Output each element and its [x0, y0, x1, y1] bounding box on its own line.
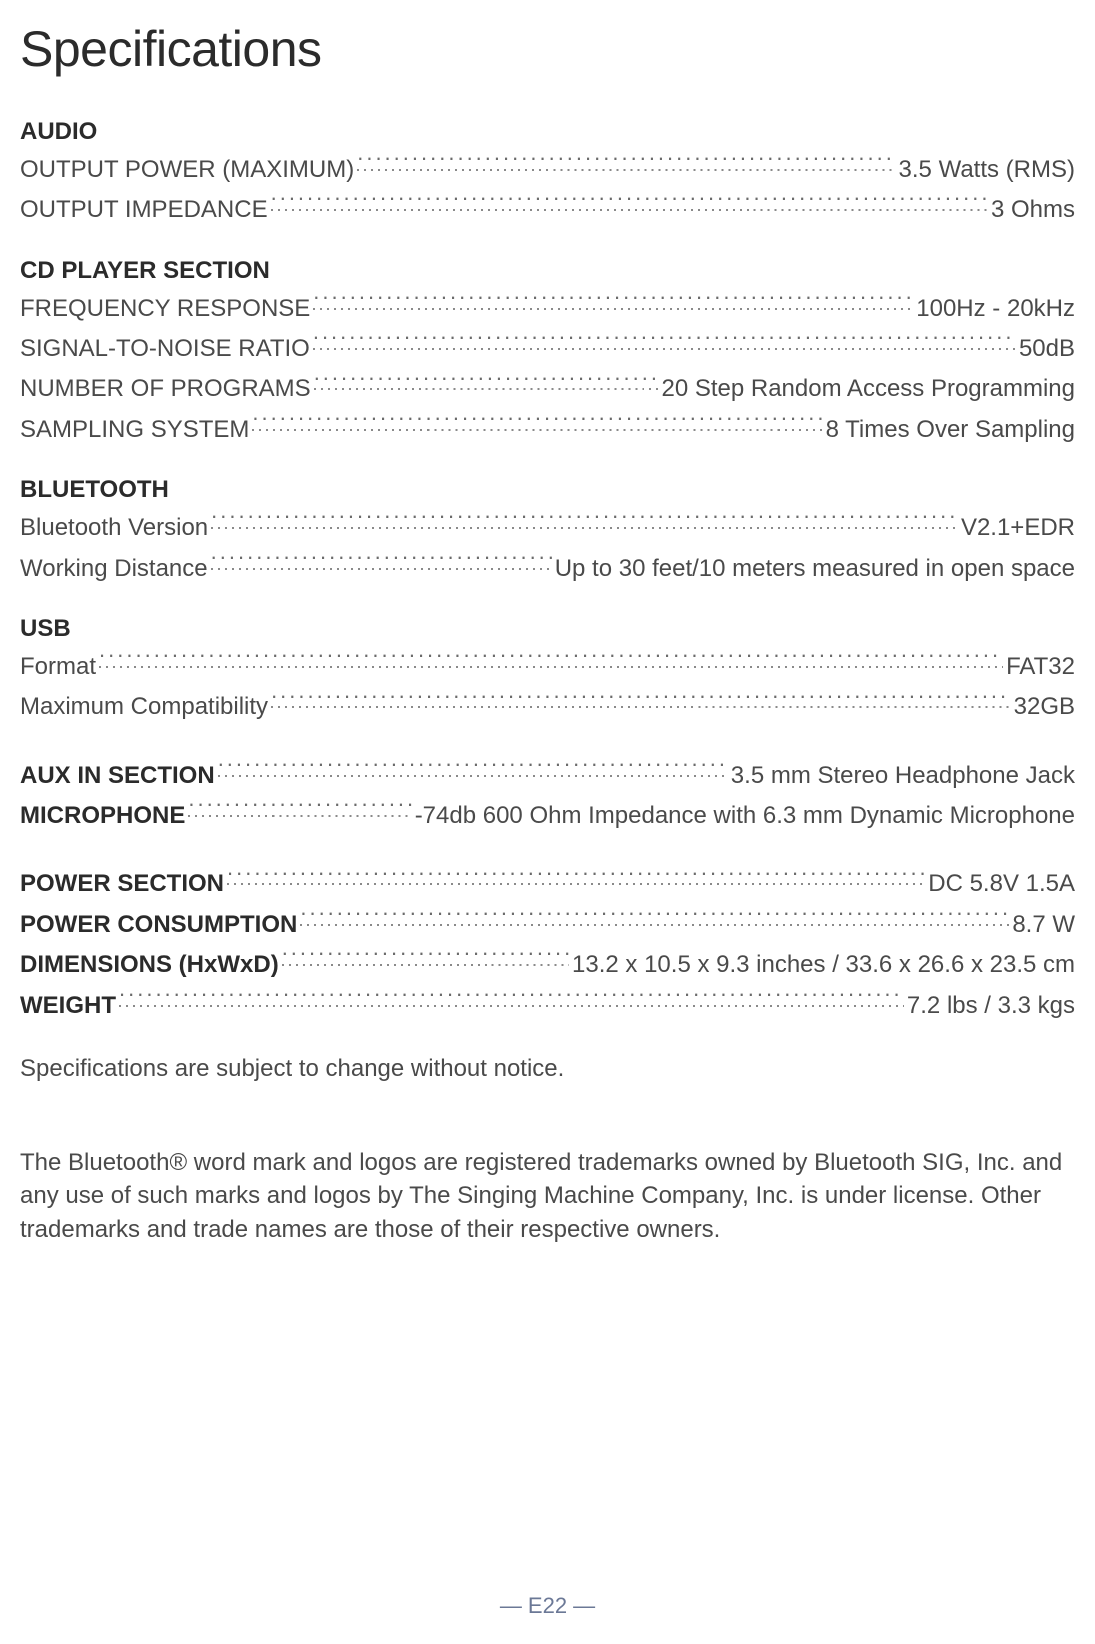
spec-row: POWER CONSUMPTION 8.7 W — [20, 903, 1075, 941]
spec-label: POWER SECTION — [20, 867, 224, 901]
spec-label: MICROPHONE — [20, 799, 185, 833]
spec-value: 3.5 mm Stereo Headphone Jack — [731, 759, 1075, 793]
leader-dots — [300, 897, 1009, 926]
spec-row: OUTPUT POWER (MAXIMUM) 3.5 Watts (RMS) — [20, 148, 1075, 186]
spec-label: Maximum Compatibility — [20, 690, 268, 724]
leader-dots — [314, 362, 659, 391]
spec-label: Format — [20, 650, 96, 684]
leader-dots — [252, 402, 822, 431]
leader-dots — [211, 500, 958, 529]
spec-row: AUX IN SECTION 3.5 mm Stereo Headphone J… — [20, 754, 1075, 792]
spec-value: FAT32 — [1006, 650, 1075, 684]
spec-label: DIMENSIONS (HxWxD) — [20, 948, 279, 982]
leader-dots — [271, 680, 1011, 709]
spec-value: 50dB — [1019, 332, 1075, 366]
spec-label: SAMPLING SYSTEM — [20, 413, 249, 447]
leader-dots — [271, 182, 988, 211]
spec-label: POWER CONSUMPTION — [20, 908, 297, 942]
spec-row: Working Distance Up to 30 feet/10 meters… — [20, 547, 1075, 585]
spec-value: V2.1+EDR — [961, 511, 1075, 545]
spec-row: Bluetooth Version V2.1+EDR — [20, 506, 1075, 544]
spec-row: SIGNAL-TO-NOISE RATIO 50dB — [20, 327, 1075, 365]
spec-label: AUX IN SECTION — [20, 759, 215, 793]
spec-label: Working Distance — [20, 552, 208, 586]
spec-row: OUTPUT IMPEDANCE 3 Ohms — [20, 188, 1075, 226]
spec-label: OUTPUT IMPEDANCE — [20, 193, 268, 227]
spec-label: Bluetooth Version — [20, 511, 208, 545]
spec-row: MICROPHONE -74db 600 Ohm Impedance with … — [20, 794, 1075, 832]
spec-row: SAMPLING SYSTEM 8 Times Over Sampling — [20, 408, 1075, 446]
leader-dots — [313, 281, 913, 310]
spec-row: WEIGHT 7.2 lbs / 3.3 kgs — [20, 984, 1075, 1022]
spec-row: NUMBER OF PROGRAMS 20 Step Random Access… — [20, 368, 1075, 406]
spec-value: 20 Step Random Access Programming — [661, 372, 1075, 406]
spec-value: 13.2 x 10.5 x 9.3 inches / 33.6 x 26.6 x… — [572, 948, 1075, 982]
leader-dots — [313, 321, 1016, 350]
leader-dots — [119, 978, 904, 1007]
spec-row: Maximum Compatibility 32GB — [20, 686, 1075, 724]
spec-row: DIMENSIONS (HxWxD) 13.2 x 10.5 x 9.3 inc… — [20, 943, 1075, 981]
leader-dots — [99, 639, 1003, 668]
leader-dots — [218, 748, 728, 777]
leader-dots — [357, 142, 895, 171]
spec-row: FREQUENCY RESPONSE 100Hz - 20kHz — [20, 287, 1075, 325]
spec-value: 3.5 Watts (RMS) — [899, 153, 1075, 187]
spec-value: 100Hz - 20kHz — [916, 292, 1075, 326]
page-title: Specifications — [20, 20, 1075, 78]
page-number: — E22 — — [0, 1593, 1095, 1619]
spec-value: 8 Times Over Sampling — [826, 413, 1075, 447]
leader-dots — [188, 788, 411, 817]
spec-label: NUMBER OF PROGRAMS — [20, 372, 311, 406]
leader-dots — [211, 541, 552, 570]
spec-label: SIGNAL-TO-NOISE RATIO — [20, 332, 310, 366]
leader-dots — [227, 857, 925, 886]
spec-value: 8.7 W — [1012, 908, 1075, 942]
spec-label: WEIGHT — [20, 989, 116, 1023]
spec-value: Up to 30 feet/10 meters measured in open… — [555, 552, 1075, 586]
spec-value: 32GB — [1014, 690, 1075, 724]
spec-label: FREQUENCY RESPONSE — [20, 292, 310, 326]
leader-dots — [282, 937, 569, 966]
spec-label: OUTPUT POWER (MAXIMUM) — [20, 153, 354, 187]
spec-row: POWER SECTION DC 5.8V 1.5A — [20, 863, 1075, 901]
spec-value: 3 Ohms — [991, 193, 1075, 227]
note-text: Specifications are subject to change wit… — [20, 1052, 1075, 1086]
trademark-text: The Bluetooth® word mark and logos are r… — [20, 1146, 1075, 1247]
spec-value: DC 5.8V 1.5A — [928, 867, 1075, 901]
spec-row: Format FAT32 — [20, 645, 1075, 683]
spec-value: 7.2 lbs / 3.3 kgs — [907, 989, 1075, 1023]
spec-value: -74db 600 Ohm Impedance with 6.3 mm Dyna… — [415, 799, 1075, 833]
